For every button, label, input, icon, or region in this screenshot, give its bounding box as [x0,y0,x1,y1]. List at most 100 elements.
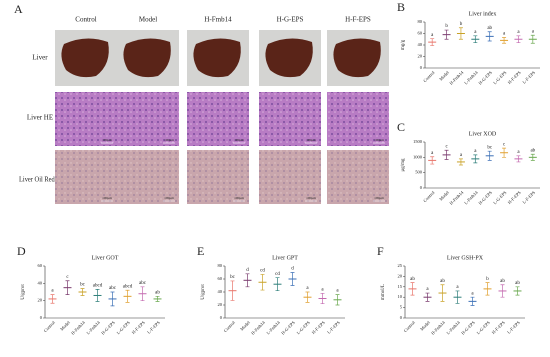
significance-letter: ab [515,281,520,286]
significance-letter: abc [139,281,147,286]
column-title: H-Fmb14 [204,16,232,24]
scale-bar-label: 100μm [234,138,244,142]
y-tick-label: 40 [218,289,223,294]
significance-letter: ab [530,148,535,153]
panel-letter: D [17,244,26,258]
x-tick-label: Control [403,319,417,333]
x-tick-label: Model [239,319,251,331]
y-axis-label: mg/g [401,39,406,50]
significance-letter: ab [487,26,492,31]
significance-letter: d [246,268,249,273]
row-label: Liver [32,54,48,62]
he-image [187,92,249,146]
significance-letter: ab [440,279,445,284]
x-tick-label: H-Fmb14 [430,319,446,335]
x-tick-label: Control [43,319,57,333]
significance-letter: a [532,29,535,34]
x-tick-label: L-Fmb14 [463,69,479,85]
scale-bar-label: 100μm [102,196,112,200]
liver-photo [123,38,171,78]
he-image [259,92,321,146]
y-axis-label: μg/mg [401,158,406,171]
significance-letter: abcd [93,284,103,289]
y-tick-label: 10 [398,294,403,299]
oil-red-image [187,150,249,204]
x-tick-label: H-G-EPS [477,70,493,86]
significance-letter: c [503,142,506,147]
panel-letter: A [14,2,23,16]
significance-letter: a [321,287,324,292]
x-tick-label: Model [419,319,431,331]
panel-letter: B [397,0,405,14]
significance-letter: a [517,150,520,155]
x-tick-label: Control [422,69,436,83]
x-tick-label: Control [223,319,237,333]
y-tick-label: 0 [40,315,43,320]
significance-letter: bc [80,283,86,288]
significance-letter: a [306,286,309,291]
significance-letter: a [51,289,54,294]
significance-letter: c [445,144,448,149]
scale-bar-label: 100μm [164,138,174,142]
significance-letter: bc [487,145,493,150]
y-axis-label: U/gprot [21,284,26,300]
x-tick-label: H-G-EPS [460,320,476,336]
x-tick-label: Control [422,189,436,203]
x-tick-label: H-Fmb14 [70,319,86,335]
x-tick-label: L-F-EPS [146,320,161,335]
oil-red-image [327,150,389,204]
significance-letter: b [486,277,489,282]
y-tick-label: 25 [398,263,403,268]
x-tick-label: L-G-EPS [492,70,508,86]
x-tick-label: Model [438,189,450,201]
y-tick-label: 1000 [413,154,423,159]
panel-letter: C [397,120,405,134]
y-tick-label: 80 [418,19,423,24]
x-tick-label: L-G-EPS [116,320,132,336]
significance-letter: a [503,32,506,37]
oil-red-image [259,150,321,204]
liver-photo [265,38,313,78]
significance-letter: a [431,151,434,156]
y-tick-label: 0 [420,185,423,190]
scale-bar-label: 100μm [374,138,384,142]
significance-letter: c [66,275,69,280]
row-label: Liver Oil Red O [19,176,61,184]
x-tick-label: L-G-EPS [296,320,312,336]
chart-title: Liver XOD [469,131,497,137]
panel-letter: F [377,244,384,258]
y-axis-label: mmol/L [381,284,386,300]
y-tick-label: 0 [220,315,223,320]
x-tick-label: Model [59,319,71,331]
y-tick-label: 1500 [413,139,423,144]
y-tick-label: 500 [415,170,423,175]
significance-letter: a [474,149,477,154]
liver-photo [333,38,381,78]
significance-letter: a [460,153,463,158]
y-tick-label: 40 [418,42,423,47]
y-tick-label: 80 [218,263,223,268]
y-tick-label: 20 [398,273,403,278]
significance-letter: abcd [123,284,133,289]
y-tick-label: 60 [38,263,43,268]
x-tick-label: H-G-EPS [477,190,493,206]
scale-bar-label: 100μm [164,196,174,200]
x-tick-label: H-G-EPS [100,320,116,336]
y-tick-label: 15 [398,284,403,289]
he-image [327,92,389,146]
column-title: Control [75,16,96,24]
panel-letter: E [197,244,204,258]
x-tick-label: H-F-EPS [131,320,147,336]
significance-letter: a [456,285,459,290]
y-tick-label: 20 [218,302,223,307]
x-tick-label: L-Fmb14 [445,319,461,335]
significance-letter: ab [410,277,415,282]
significance-letter: ab [155,290,160,295]
chart-title: Liver GSH-PX [447,255,484,261]
x-tick-label: Model [438,69,450,81]
y-tick-label: 60 [218,276,223,281]
chart-title: Liver index [469,11,497,17]
significance-letter: b [445,24,448,29]
oil-red-image [117,150,179,204]
